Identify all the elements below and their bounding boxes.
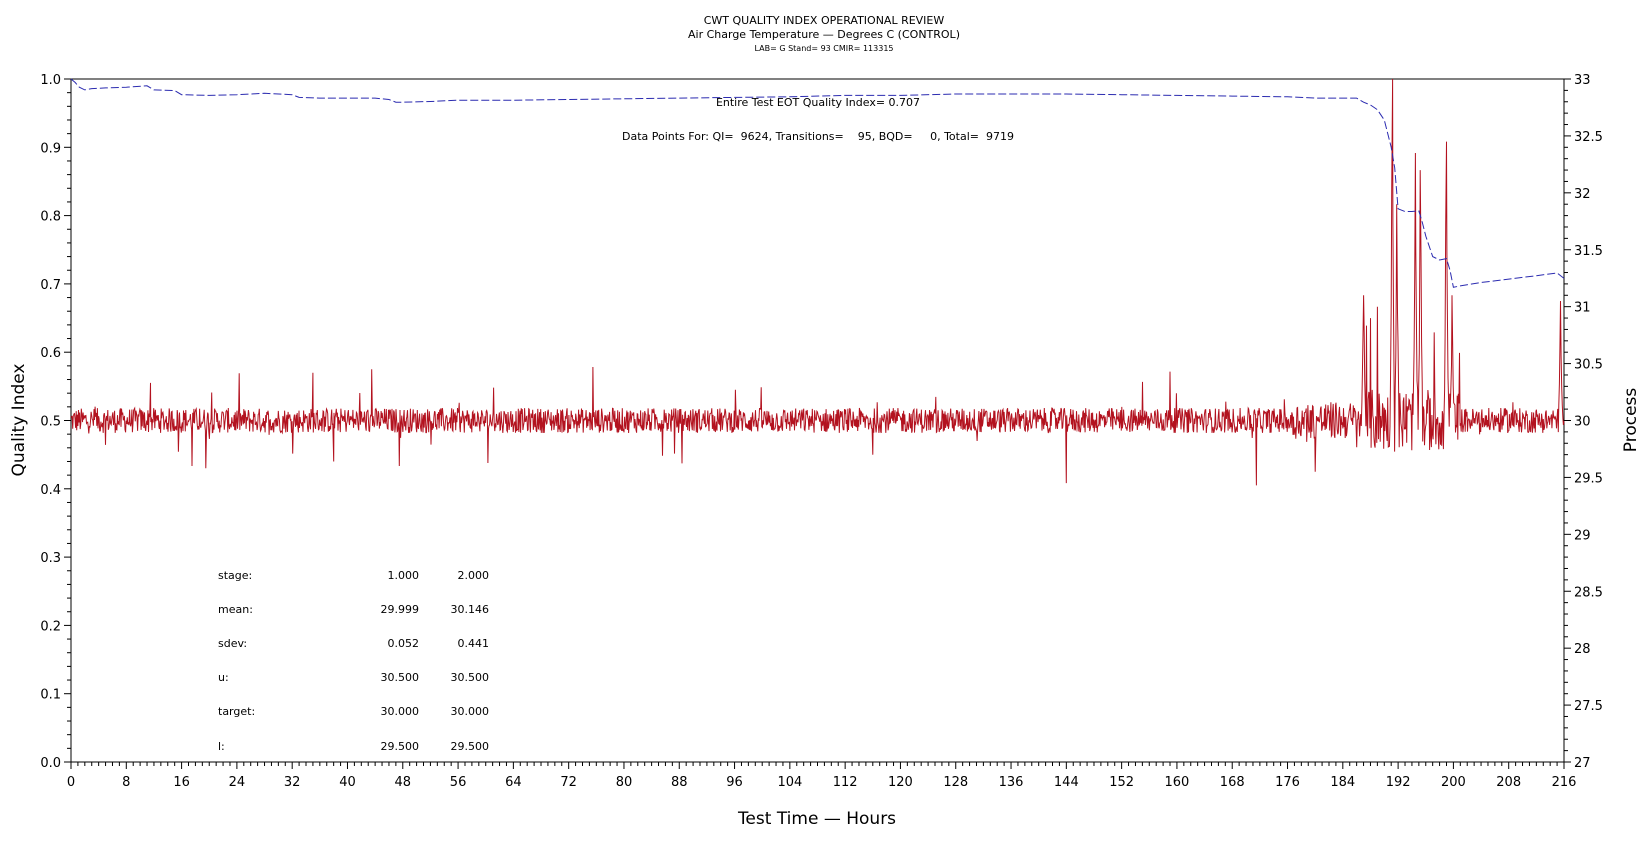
y2-tick-label: 31 (1574, 301, 1591, 316)
y2-tick-label: 30.5 (1574, 358, 1603, 373)
y-axis-left: 0.0 0.1 0.2 0.3 0.4 0.5 0.6 0.7 0.8 0.9 1.0 (40, 73, 71, 771)
y2-tick-label: 28 (1574, 642, 1591, 657)
x-tick-label: 152 (1109, 775, 1134, 790)
x-tick-label: 80 (616, 775, 633, 790)
y-tick-label: 0.2 (40, 619, 61, 634)
y2-tick-label: 32.5 (1574, 130, 1603, 145)
quality-index-annotation: Entire Test EOT Quality Index= 0.707 (716, 96, 920, 109)
y2-tick-label: 27 (1574, 756, 1591, 771)
y2-tick-label: 27.5 (1574, 699, 1603, 714)
chart-subtitle: Air Charge Temperature — Degrees C (CONT… (688, 28, 960, 41)
stats-stage1-value: 30.000 (381, 705, 420, 718)
quality-index-series-line (70, 78, 1565, 288)
x-tick-label: 56 (450, 775, 467, 790)
y-tick-label: 0.9 (40, 141, 61, 156)
stats-stage2-value: 0.441 (458, 637, 490, 650)
y-axis-right: 27 27.5 28 28.5 29 29.5 30 30.5 31 31.5 32 32.5 33 (1564, 73, 1603, 771)
y-tick-label: 0.7 (40, 278, 61, 293)
x-tick-label: 200 (1441, 775, 1466, 790)
y2-tick-label: 32 (1574, 187, 1591, 202)
stats-stage1-value: 0.052 (388, 637, 420, 650)
stats-row-label: u: (218, 671, 229, 684)
x-tick-label: 88 (671, 775, 688, 790)
y2-tick-label: 29 (1574, 528, 1591, 543)
y-tick-label: 0.6 (40, 346, 61, 361)
y2-tick-label: 28.5 (1574, 585, 1603, 600)
y-tick-label: 0.4 (40, 483, 61, 498)
stats-stage2-value: 30.146 (451, 603, 490, 616)
x-tick-label: 192 (1386, 775, 1411, 790)
stats-stage2-value: 30.000 (451, 705, 490, 718)
stats-table: stage: 1.000 2.000 mean: 29.999 30.146 sdev: 0.… (218, 569, 489, 753)
x-tick-label: 216 (1552, 775, 1577, 790)
x-tick-label: 168 (1220, 775, 1245, 790)
y-tick-label: 0.0 (40, 756, 61, 771)
x-tick-label: 8 (122, 775, 130, 790)
y-tick-label: 0.5 (40, 415, 61, 430)
y2-axis-title: Process (1621, 388, 1641, 453)
x-tick-label: 128 (943, 775, 968, 790)
y-tick-label: 1.0 (40, 73, 61, 88)
stats-stage1-value: 29.999 (381, 603, 420, 616)
x-tick-label: 40 (339, 775, 356, 790)
chart-subtitle-2: LAB= G Stand= 93 CMIR= 113315 (754, 44, 893, 53)
y2-tick-label: 30 (1574, 415, 1591, 430)
y2-tick-label: 33 (1574, 73, 1591, 88)
x-tick-label: 144 (1054, 775, 1079, 790)
stats-row-label: stage: (218, 569, 252, 582)
y-tick-label: 0.1 (40, 688, 61, 703)
x-tick-label: 184 (1330, 775, 1355, 790)
data-points-annotation: Data Points For: QI= 9624, Transitions= … (622, 130, 1014, 143)
x-axis: 0 8 16 24 32 40 48 56 64 72 80 88 96 104 112 120 128 136 1… (67, 762, 1577, 790)
stats-stage2-value: 2.000 (458, 569, 490, 582)
stats-row-label: target: (218, 705, 255, 718)
x-tick-label: 208 (1496, 775, 1521, 790)
stats-stage2-value: 30.500 (451, 671, 490, 684)
y-tick-label: 0.3 (40, 551, 61, 566)
x-tick-label: 32 (284, 775, 301, 790)
stats-stage2-value: 29.500 (451, 740, 490, 753)
stats-stage1-value: 1.000 (388, 569, 420, 582)
x-tick-label: 176 (1275, 775, 1300, 790)
process-series-line (70, 78, 1565, 486)
series-layer (70, 78, 1565, 486)
x-tick-label: 0 (67, 775, 75, 790)
x-tick-label: 24 (229, 775, 246, 790)
x-tick-label: 136 (999, 775, 1024, 790)
x-tick-label: 96 (726, 775, 743, 790)
x-tick-label: 72 (560, 775, 577, 790)
stats-row-label: mean: (218, 603, 253, 616)
y2-tick-label: 29.5 (1574, 471, 1603, 486)
x-tick-label: 16 (173, 775, 190, 790)
x-tick-label: 112 (833, 775, 858, 790)
x-tick-label: 48 (395, 775, 412, 790)
x-tick-label: 64 (505, 775, 522, 790)
stats-stage1-value: 29.500 (381, 740, 420, 753)
chart-title: CWT QUALITY INDEX OPERATIONAL REVIEW (704, 14, 945, 27)
x-tick-label: 120 (888, 775, 913, 790)
y-axis-title: Quality Index (9, 364, 29, 477)
x-tick-label: 104 (777, 775, 802, 790)
y-tick-label: 0.8 (40, 210, 61, 225)
x-tick-label: 160 (1165, 775, 1190, 790)
stats-row-label: l: (218, 740, 225, 753)
stats-stage1-value: 30.500 (381, 671, 420, 684)
stats-row-label: sdev: (218, 637, 247, 650)
x-axis-title: Test Time — Hours (737, 809, 896, 829)
y2-tick-label: 31.5 (1574, 244, 1603, 259)
